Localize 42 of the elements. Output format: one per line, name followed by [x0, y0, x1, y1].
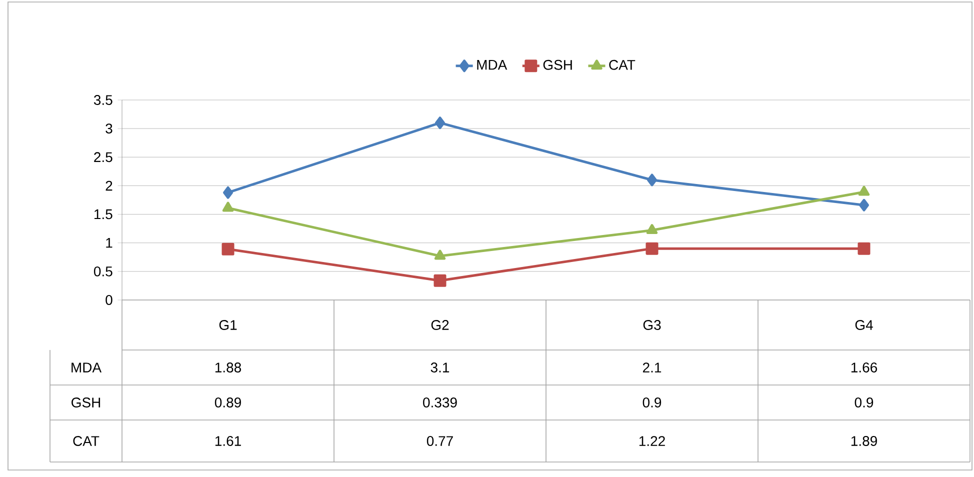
y-tick-label: 2.5	[94, 152, 112, 162]
y-tick-label: 3	[106, 124, 112, 134]
legend-label: CAT	[609, 60, 636, 70]
data-label: 1.66	[851, 362, 878, 372]
x-tick-label: G1	[219, 320, 237, 330]
data-label: 1.88	[215, 362, 242, 372]
data-label: 0.9	[642, 398, 662, 408]
data-label: 3.1	[430, 362, 450, 372]
text: GSH	[72, 398, 100, 408]
data-label: 0.77	[426, 436, 453, 446]
y-tick-label: 1.5	[94, 209, 112, 220]
point	[859, 198, 870, 212]
point	[434, 250, 446, 260]
data-label: 0.9	[854, 398, 874, 408]
y-tick-label: 0.5	[94, 266, 112, 276]
legend-label: GSH	[543, 60, 572, 70]
y-tick-label: 2	[106, 180, 112, 191]
text: MDA	[72, 362, 102, 372]
y-tick-label: 1	[106, 238, 112, 248]
point	[434, 274, 446, 287]
legend-label: MDA	[477, 60, 508, 70]
data-label: 0.339	[423, 398, 457, 408]
y-tick-label: 0	[106, 295, 112, 305]
point	[222, 202, 234, 212]
text: CAT	[73, 436, 100, 446]
point	[647, 174, 658, 186]
data-label: 1.61	[215, 436, 241, 446]
point	[858, 186, 870, 196]
point	[646, 242, 658, 255]
x-tick-label: G4	[855, 320, 873, 330]
x-tick-label: G3	[643, 320, 661, 330]
data-label: 1.22	[639, 436, 665, 446]
point	[858, 242, 870, 255]
point	[223, 186, 234, 199]
data-label: 1.89	[851, 436, 877, 446]
x-tick-label: G2	[431, 320, 449, 330]
point	[222, 242, 234, 256]
data-label: 0.89	[214, 398, 241, 408]
point	[435, 116, 446, 130]
y-tick-label: 3.5	[94, 95, 112, 105]
point	[646, 224, 658, 234]
data-label: 2.1	[642, 362, 662, 372]
